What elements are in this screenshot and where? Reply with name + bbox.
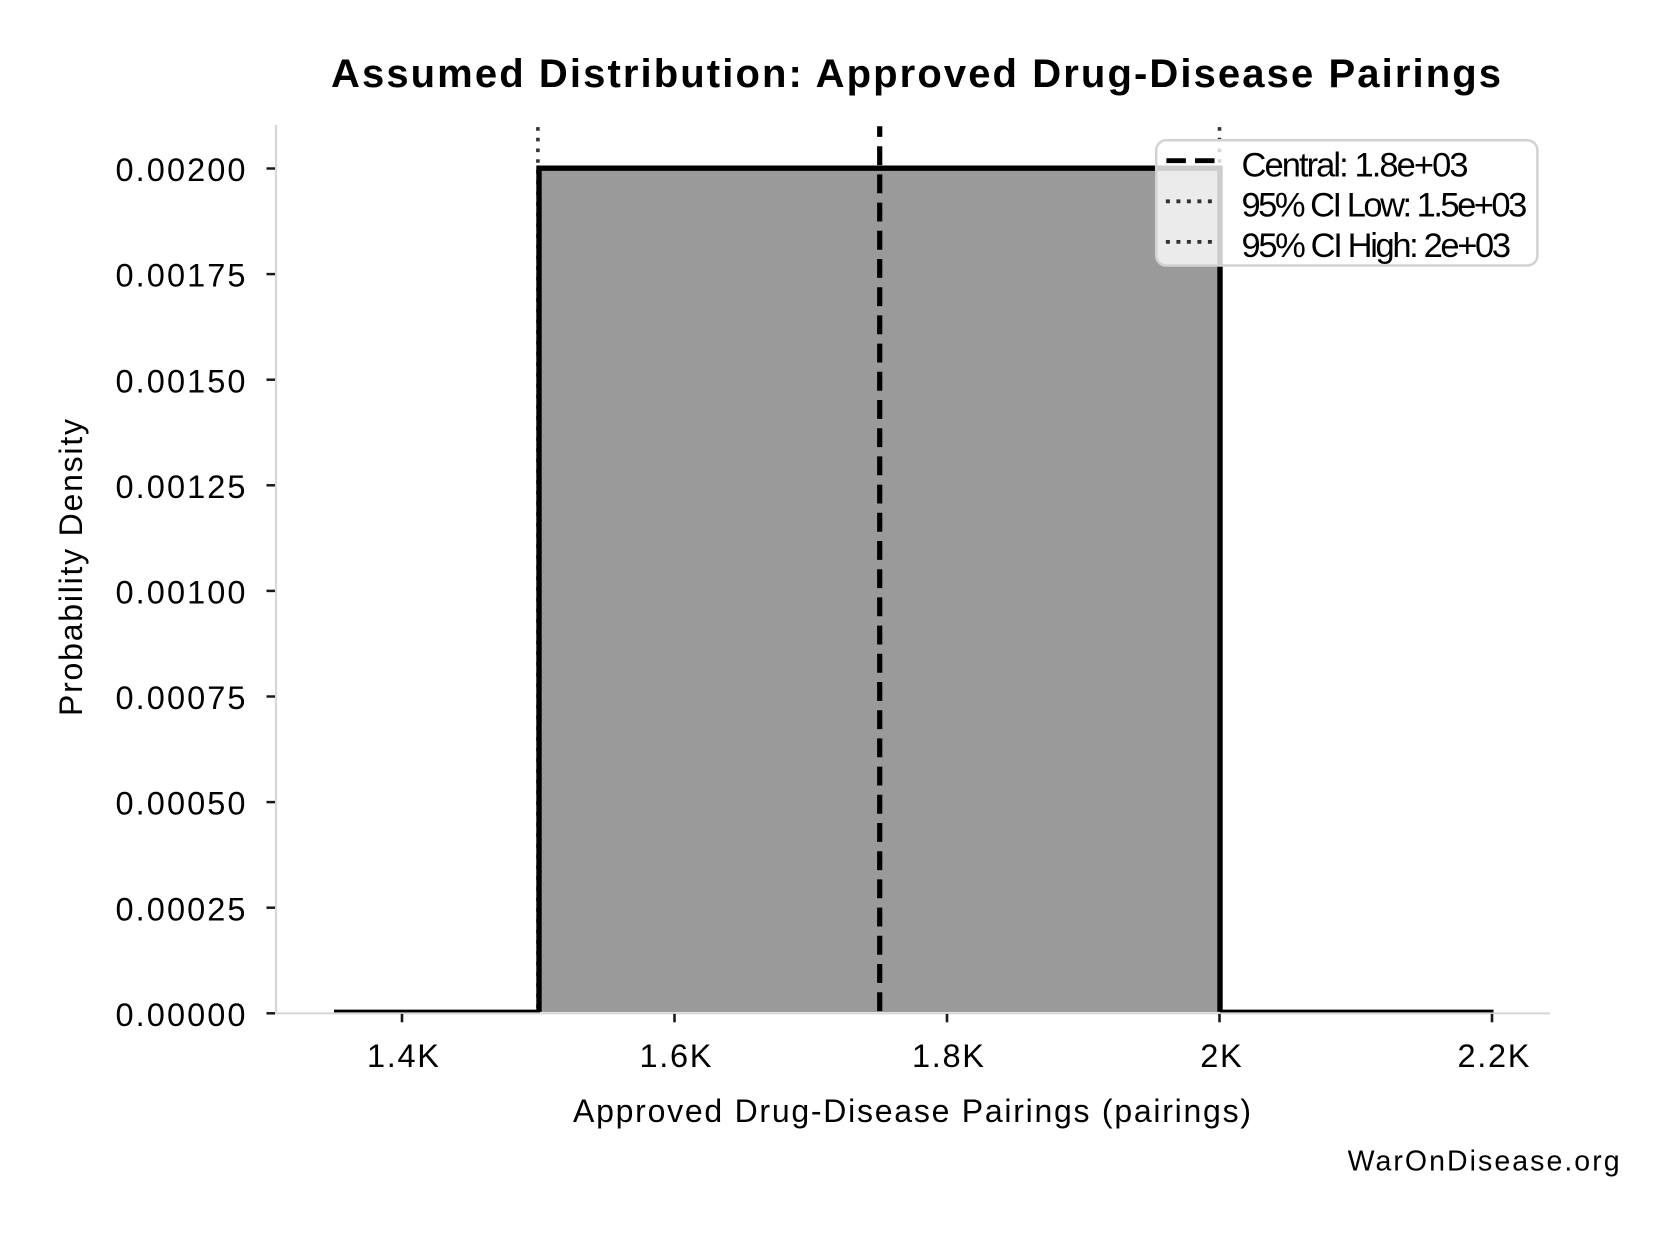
svg-text:WarOnDisease.org: WarOnDisease.org	[1348, 1146, 1620, 1178]
svg-text:0.00100: 0.00100	[116, 575, 246, 611]
svg-text:1.8K: 1.8K	[912, 1038, 984, 1074]
svg-text:0.00150: 0.00150	[116, 363, 246, 399]
svg-text:95% CI High: 2e+03: 95% CI High: 2e+03	[1242, 227, 1512, 265]
svg-text:2K: 2K	[1200, 1038, 1242, 1074]
svg-text:0.00025: 0.00025	[116, 891, 246, 927]
svg-text:1.4K: 1.4K	[367, 1038, 439, 1074]
svg-text:0.00200: 0.00200	[116, 152, 246, 188]
svg-text:0.00050: 0.00050	[116, 786, 246, 822]
svg-text:Central: 1.8e+03: Central: 1.8e+03	[1242, 146, 1469, 184]
svg-text:2.2K: 2.2K	[1458, 1038, 1530, 1074]
svg-text:95% CI Low: 1.5e+03: 95% CI Low: 1.5e+03	[1242, 187, 1528, 225]
svg-text:0.00075: 0.00075	[116, 680, 246, 716]
svg-text:0.00175: 0.00175	[116, 258, 246, 294]
svg-text:Approved Drug-Disease Pairings: Approved Drug-Disease Pairings (pairings…	[573, 1093, 1251, 1129]
svg-text:0.00125: 0.00125	[116, 469, 246, 505]
svg-text:1.6K: 1.6K	[640, 1038, 712, 1074]
svg-text:0.00000: 0.00000	[116, 997, 246, 1033]
svg-text:Probability Density: Probability Density	[53, 419, 89, 716]
